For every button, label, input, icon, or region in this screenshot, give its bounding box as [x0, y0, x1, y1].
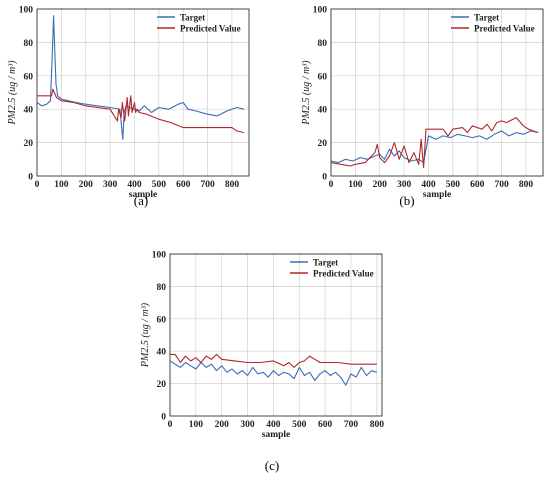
x-axis-label: sample: [129, 190, 158, 200]
y-tick-label: 0: [28, 173, 33, 183]
x-tick-label: 600: [176, 180, 191, 190]
y-tick-label: 0: [161, 413, 166, 423]
plot-frame: [36, 8, 250, 177]
series-line-predicted-value: [170, 353, 377, 368]
x-tick-label: 200: [373, 180, 388, 190]
x-tick-label: 700: [494, 180, 509, 190]
x-tick-label: 600: [470, 180, 485, 190]
y-axis-label: PM2.5 (ug / m³): [301, 60, 312, 126]
y-tick-label: 60: [24, 72, 34, 82]
legend-label: Target: [474, 13, 499, 23]
chart-panel-a: 0 20 40 60 80 100 0 100 200 300 400 500 600 700 800 sam…: [7, 6, 250, 200]
x-tick-label: 300: [240, 420, 255, 430]
y-tick-label: 100: [152, 251, 167, 261]
y-tick-label: 0: [322, 173, 327, 183]
y-tick-label: 100: [19, 6, 34, 16]
y-tick-label: 20: [157, 380, 167, 390]
legend-label: Predicted Value: [180, 24, 241, 34]
series-line-target: [36, 15, 245, 140]
y-tick-label: 60: [318, 72, 328, 82]
chart-panel-c: 0 20 40 60 80 100 0 100 200 300 400 500 600 700 800 sam…: [140, 251, 384, 441]
y-axis-label: PM2.5 (ug / m³): [7, 60, 18, 126]
x-tick-label: 800: [519, 180, 534, 190]
y-tick-label: 80: [318, 39, 328, 49]
x-tick-label: 400: [421, 180, 436, 190]
x-tick-label: 500: [446, 180, 461, 190]
chart-panel-b: 0 20 40 60 80 100 0 100 200 300 400 500 600 700 800 sam…: [301, 6, 544, 200]
x-tick-label: 700: [200, 180, 215, 190]
series-line-target: [330, 130, 539, 164]
series-line-predicted-value: [330, 117, 539, 169]
plot-frame: [169, 253, 383, 417]
y-tick-label: 100: [313, 6, 328, 16]
x-tick-label: 0: [168, 420, 173, 430]
y-tick-label: 40: [24, 106, 34, 116]
panel-label-a: (a): [134, 193, 148, 208]
x-tick-label: 500: [292, 420, 307, 430]
y-tick-label: 40: [157, 348, 167, 358]
x-tick-label: 300: [397, 180, 412, 190]
series-line-target: [169, 360, 377, 386]
x-tick-label: 800: [370, 420, 385, 430]
y-tick-label: 40: [318, 106, 328, 116]
series-line-predicted-value: [37, 88, 245, 134]
x-tick-label: 400: [127, 180, 142, 190]
y-tick-label: 20: [318, 139, 328, 149]
y-tick-label: 80: [24, 39, 34, 49]
x-tick-label: 300: [103, 180, 118, 190]
y-tick-label: 80: [157, 283, 167, 293]
y-tick-label: 20: [24, 139, 34, 149]
y-axis-label: PM2.5 (ug / m³): [140, 302, 151, 368]
legend-label: Predicted Value: [313, 269, 374, 279]
x-tick-label: 100: [189, 420, 204, 430]
x-tick-label: 200: [79, 180, 94, 190]
x-axis-label: sample: [423, 190, 452, 200]
legend-label: Predicted Value: [474, 24, 535, 34]
x-tick-label: 200: [215, 420, 230, 430]
x-tick-label: 600: [318, 420, 333, 430]
x-tick-label: 500: [152, 180, 167, 190]
legend-label: Target: [313, 258, 338, 268]
panel-label-c: (c): [265, 458, 279, 473]
x-axis-label: sample: [262, 430, 291, 440]
x-tick-label: 700: [344, 420, 359, 430]
panel-label-b: (b): [399, 193, 414, 208]
legend-label: Target: [180, 13, 205, 23]
x-tick-label: 100: [348, 180, 363, 190]
y-tick-label: 60: [157, 315, 167, 325]
x-tick-label: 400: [266, 420, 281, 430]
x-tick-label: 800: [225, 180, 240, 190]
x-tick-label: 0: [329, 180, 334, 190]
x-tick-label: 0: [35, 180, 40, 190]
x-tick-label: 100: [54, 180, 69, 190]
plot-frame: [330, 8, 544, 177]
